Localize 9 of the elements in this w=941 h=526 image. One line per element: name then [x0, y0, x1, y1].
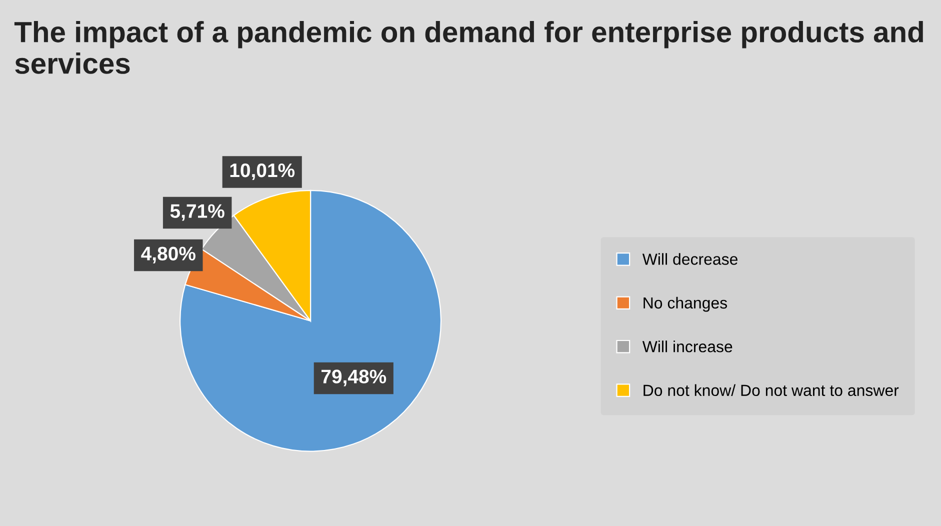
data-label: 5,71% [170, 204, 224, 221]
legend-label: Will decrease [642, 253, 738, 265]
legend-label: Do not know/ Do not want to answer [644, 384, 899, 396]
legend-label: No changes [644, 296, 728, 312]
data-label: 4,80% [141, 246, 196, 264]
data-label: 79,48% [322, 370, 386, 386]
chart-title: The impact of a pandemic on demand for enterprise products and services [14, 21, 923, 74]
legend-label: Will increase [642, 340, 732, 352]
data-label: 10,01% [230, 163, 295, 180]
